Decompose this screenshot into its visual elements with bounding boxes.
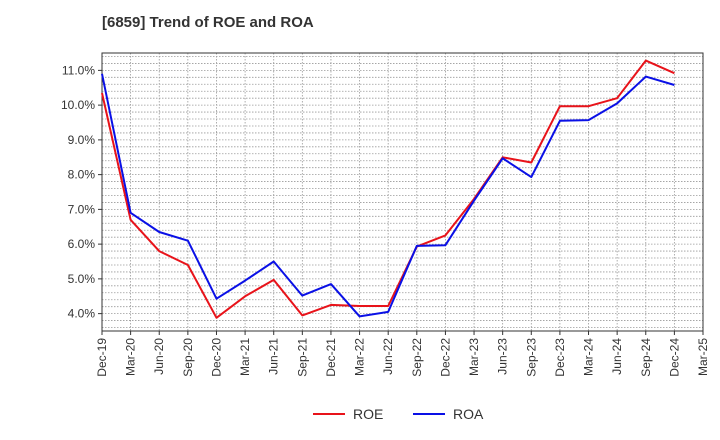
x-tick-label: Jun-22: [381, 338, 395, 375]
legend-label-roe: ROE: [353, 406, 383, 422]
y-tick-label: 7.0%: [68, 202, 96, 216]
x-tick-label: Dec-21: [324, 338, 338, 377]
y-tick-label: 8.0%: [68, 168, 96, 182]
x-tick-label: Dec-24: [667, 338, 681, 377]
x-tick-label: Mar-20: [124, 338, 138, 376]
x-tick-label: Jun-23: [496, 338, 510, 375]
x-tick-label: Sep-21: [295, 338, 309, 377]
x-tick-label: Jun-24: [610, 338, 624, 375]
plot-frame: [101, 52, 704, 332]
y-tick-label: 9.0%: [68, 133, 96, 147]
x-tick-label: Jun-20: [152, 338, 166, 375]
x-tick-label: Dec-19: [95, 338, 109, 377]
y-tick-label: 10.0%: [61, 98, 95, 112]
x-tick-label: Mar-22: [353, 338, 367, 376]
x-tick-label: Mar-25: [696, 338, 710, 376]
x-tick-label: Jun-21: [267, 338, 281, 375]
legend-label-roa: ROA: [453, 406, 484, 422]
x-tick-label: Sep-22: [410, 338, 424, 377]
y-tick-label: 11.0%: [62, 63, 95, 77]
x-tick-label: Mar-24: [582, 338, 596, 376]
x-tick-label: Sep-20: [181, 338, 195, 377]
x-tick-label: Sep-24: [639, 338, 653, 377]
x-tick-label: Dec-20: [209, 338, 223, 377]
x-tick-label: Sep-23: [524, 338, 538, 377]
chart-title: [6859] Trend of ROE and ROA: [102, 14, 314, 31]
y-tick-label: 5.0%: [68, 272, 96, 286]
y-tick-label: 6.0%: [68, 237, 96, 251]
x-tick-label: Mar-21: [238, 338, 252, 376]
x-tick-label: Dec-22: [438, 338, 452, 377]
plot-area: [102, 53, 703, 331]
x-tick-label: Dec-23: [553, 338, 567, 377]
x-tick-label: Mar-23: [467, 338, 481, 376]
y-tick-label: 4.0%: [68, 307, 96, 321]
